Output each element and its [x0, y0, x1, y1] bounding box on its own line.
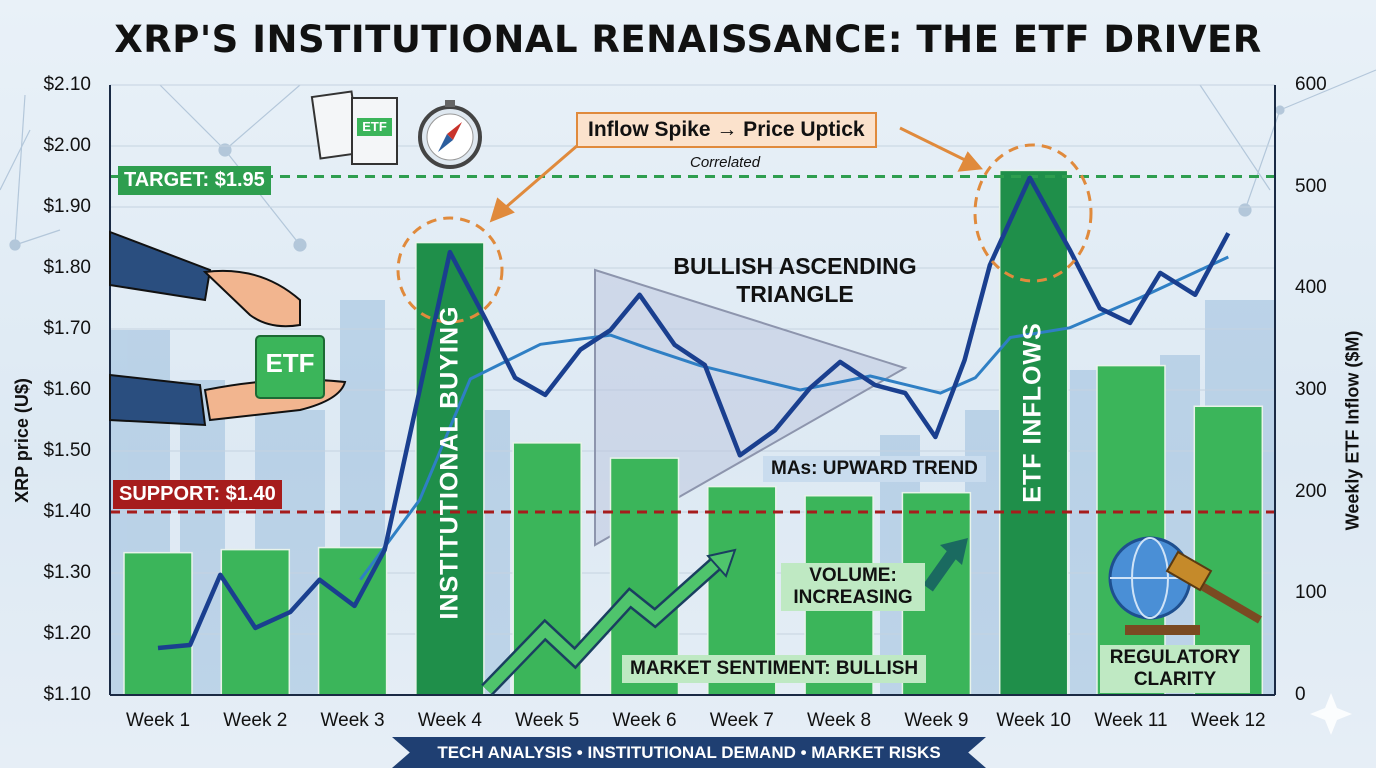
- etf-document-label: ETF: [362, 119, 387, 134]
- bottom-banner: TECH ANALYSIS • INSTITUTIONAL DEMAND • M…: [392, 737, 986, 768]
- etf-block: [255, 335, 325, 399]
- x-tick-label: Week 11: [1094, 710, 1168, 731]
- inflow-bar-week-2: [220, 548, 291, 696]
- y-left-tick-label: $1.50: [43, 440, 91, 461]
- x-tick-label: Week 1: [125, 710, 191, 731]
- y-left-tick-label: $1.20: [43, 623, 91, 644]
- sparkle-icon: [1310, 693, 1352, 735]
- inflow-spike-callout: Inflow Spike → Price Uptick: [576, 112, 877, 148]
- correlated-note: Correlated: [690, 154, 761, 171]
- chart-title: XRP'S INSTITUTIONAL RENAISSANCE: THE ETF…: [114, 18, 1262, 61]
- x-tick-label: Week 8: [807, 710, 872, 731]
- x-tick-label: Week 6: [612, 710, 677, 731]
- support-label: SUPPORT: $1.40: [113, 480, 282, 509]
- y-right-tick-label: 500: [1295, 175, 1327, 197]
- callout-arrows: [489, 126, 984, 223]
- sentiment-arrow-icon: [481, 548, 737, 696]
- y-left-tick-label: $1.30: [43, 562, 91, 583]
- y-left-tick-label: $2.10: [43, 74, 91, 95]
- etf-documents-icon: [310, 90, 398, 165]
- y-left-tick-label: $1.70: [43, 318, 91, 339]
- price-line: [157, 175, 1231, 651]
- hand-holding-etf-icon: [109, 230, 347, 427]
- target-label: TARGET: $1.95: [118, 166, 271, 195]
- triangle-label: BULLISH ASCENDING TRIANGLE: [673, 253, 917, 307]
- x-tick-label: Week 2: [223, 710, 288, 731]
- spike-circles: [396, 143, 1093, 324]
- y-left-tick-label: $1.60: [43, 379, 91, 400]
- etf-block-label: ETF: [265, 348, 315, 378]
- sentiment-label: MARKET SENTIMENT: BULLISH: [622, 655, 927, 683]
- y-axis-right-label: Weekly ETF Inflow ($M): [1342, 330, 1363, 531]
- y-left-tick-label: $2.00: [43, 135, 91, 156]
- globe-gavel-icon: [1108, 536, 1263, 635]
- line-series: [157, 175, 1231, 651]
- y-axis-left-label: XRP price (U$): [11, 378, 32, 503]
- x-tick-label: Week 9: [904, 710, 969, 731]
- x-tick-label: Week 12: [1190, 710, 1266, 731]
- inflow-bar-week-3: [317, 546, 388, 696]
- week4-spike-circle: [396, 216, 504, 324]
- network-lines: [0, 69, 1376, 252]
- x-tick-label: Week 10: [996, 710, 1071, 731]
- x-tick-label: Week 3: [320, 710, 385, 731]
- week4-bar-label: INSTITUTIONAL BUYING: [435, 305, 464, 620]
- y-right-tick-label: 200: [1295, 480, 1327, 502]
- y-left-tick-label: $1.40: [43, 501, 91, 522]
- volume-arrow-icon: [923, 538, 968, 592]
- inflow-bar-week-10: [998, 169, 1069, 696]
- week10-bar-label: ETF INFLOWS: [1018, 322, 1047, 503]
- y-left-tick-label: $1.10: [43, 684, 91, 705]
- y-right-tick-label: 0: [1295, 684, 1306, 705]
- x-tick-label: Week 4: [417, 710, 482, 731]
- compass-icon: [418, 100, 482, 169]
- volume-label: VOLUME: INCREASING: [781, 563, 925, 611]
- y-left-tick-label: $1.80: [43, 257, 91, 278]
- inflow-bar-week-1: [123, 551, 193, 696]
- inflow-bar-week-11: [1096, 364, 1166, 696]
- regulatory-label: REGULATORY CLARITY: [1100, 645, 1250, 693]
- y-left-tick-label: $1.90: [43, 196, 91, 217]
- y-right-tick-label: 600: [1295, 74, 1327, 95]
- y-right-tick-label: 400: [1295, 277, 1327, 299]
- ma-trend-label: MAs: UPWARD TREND: [763, 456, 986, 482]
- x-tick-label: Week 7: [709, 710, 774, 731]
- week10-spike-circle: [973, 143, 1093, 283]
- x-tick-label: Week 5: [515, 710, 580, 731]
- y-right-tick-label: 300: [1295, 379, 1327, 400]
- y-right-tick-label: 100: [1295, 582, 1327, 604]
